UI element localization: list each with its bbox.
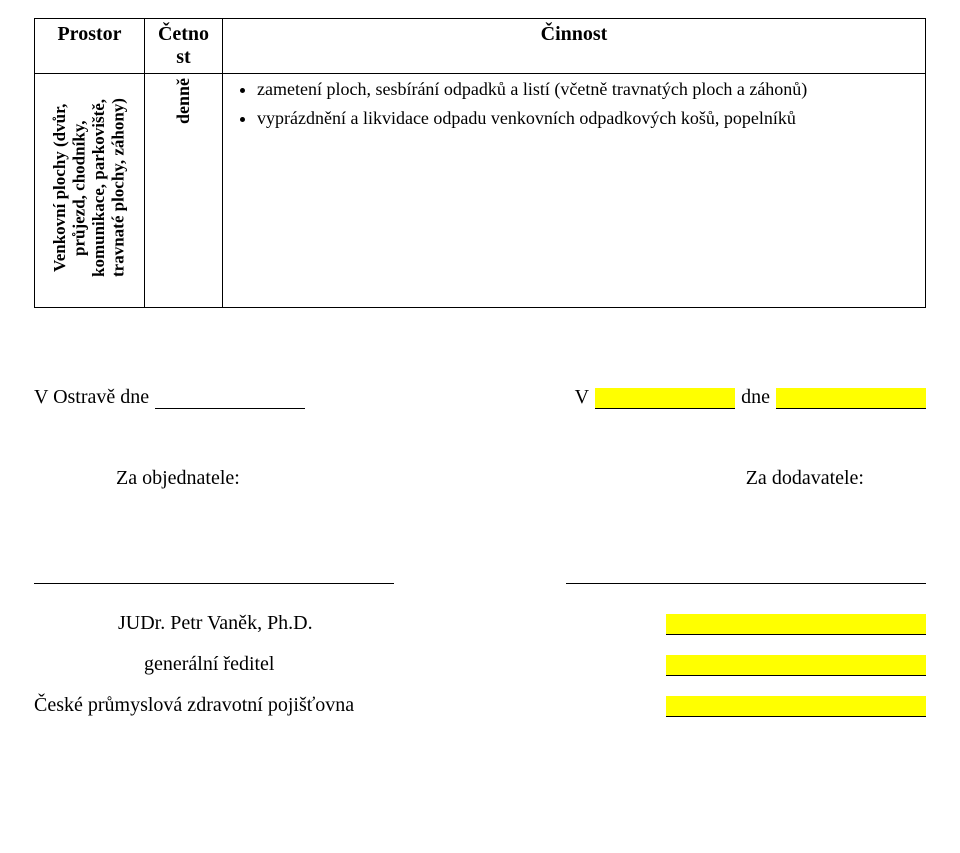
left-date: V Ostravě dne <box>34 386 305 409</box>
cell-cinnost: zametení ploch, sesbírání odpadků a list… <box>223 74 926 308</box>
th-cinnost: Činnost <box>223 19 926 74</box>
left-city-prefix: V Ostravě dne <box>34 386 149 409</box>
th-prostor: Prostor <box>35 19 145 74</box>
underline <box>34 582 394 584</box>
th-cetnost-line1: Četno <box>158 23 209 45</box>
role-row: Za objednatele: Za dodavatele: <box>34 467 926 490</box>
signer-details: JUDr. Petr Vaněk, Ph.D. generální ředite… <box>34 612 926 717</box>
signer-org: České průmyslová zdravotní pojišťovna <box>34 694 354 717</box>
right-prefix-v: V <box>575 386 589 409</box>
highlight-field <box>595 388 735 409</box>
highlight-field <box>666 614 926 635</box>
prostor-vertical-label: Venkovní plochy (dvůr, průjezd, chodníky… <box>50 78 128 298</box>
table-row: Venkovní plochy (dvůr, průjezd, chodníky… <box>35 74 926 308</box>
highlight-field <box>666 655 926 676</box>
page: Prostor Četno st Činnost Venkovní plochy… <box>0 0 960 853</box>
right-prefix-dne: dne <box>741 386 770 409</box>
date-row: V Ostravě dne V dne <box>34 386 926 409</box>
signer-title: generální ředitel <box>34 653 275 676</box>
za-objednatele-label: Za objednatele: <box>116 467 240 490</box>
activity-table: Prostor Četno st Činnost Venkovní plochy… <box>34 18 926 308</box>
cinnost-list: zametení ploch, sesbírání odpadků a list… <box>257 78 919 130</box>
cetnost-vertical-label: denně <box>173 78 194 124</box>
list-item: zametení ploch, sesbírání odpadků a list… <box>257 78 919 101</box>
cell-cetnost: denně <box>145 74 223 308</box>
underline <box>566 582 926 584</box>
highlight-field <box>666 696 926 717</box>
za-dodavatele-label: Za dodavatele: <box>746 467 864 490</box>
right-date: V dne <box>575 386 926 409</box>
table-header-row: Prostor Četno st Činnost <box>35 19 926 74</box>
list-item: vyprázdnění a likvidace odpadu venkovníc… <box>257 107 919 130</box>
signature-lines <box>34 582 926 584</box>
cell-prostor: Venkovní plochy (dvůr, průjezd, chodníky… <box>35 74 145 308</box>
th-cetnost: Četno st <box>145 19 223 74</box>
underline <box>155 390 305 409</box>
highlight-field <box>776 388 926 409</box>
signer-name: JUDr. Petr Vaněk, Ph.D. <box>34 612 313 635</box>
th-cetnost-line2: st <box>176 46 190 68</box>
